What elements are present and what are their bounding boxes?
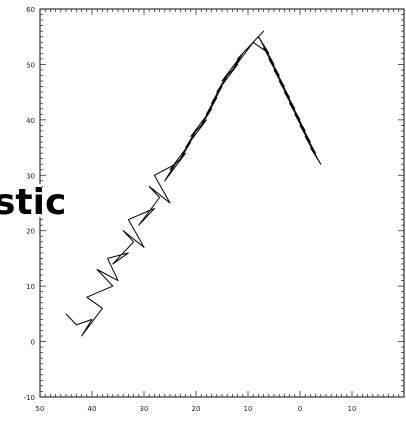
y-tick-label: 30 bbox=[26, 172, 35, 180]
plot-frame bbox=[39, 8, 405, 398]
x-tick-label: 10 bbox=[348, 405, 357, 413]
y-tick-label-min: -10 bbox=[24, 394, 35, 402]
x-tick-label: 50 bbox=[36, 405, 45, 413]
series-group bbox=[65, 30, 322, 337]
x-tick-label: 20 bbox=[192, 405, 201, 413]
overlay-cropped-text: stic bbox=[0, 182, 67, 223]
y-tick-label: 0 bbox=[31, 339, 35, 347]
axis-tick-labels: 50 40 30 20 10 0 10 0 10 20 30 40 50 60 -10 bbox=[24, 6, 357, 413]
y-tick-label: 10 bbox=[26, 283, 35, 291]
y-tick-label: 50 bbox=[26, 61, 35, 69]
x-tick-label: 10 bbox=[244, 405, 253, 413]
x-tick-label: 40 bbox=[88, 405, 97, 413]
random-walk-line bbox=[65, 30, 322, 337]
x-tick-label: 0 bbox=[298, 405, 302, 413]
y-tick-label: 20 bbox=[26, 228, 35, 236]
y-tick-label: 40 bbox=[26, 117, 35, 125]
x-tick-label: 30 bbox=[140, 405, 149, 413]
y-tick-label: 60 bbox=[26, 6, 35, 14]
axis-ticks bbox=[39, 8, 405, 398]
